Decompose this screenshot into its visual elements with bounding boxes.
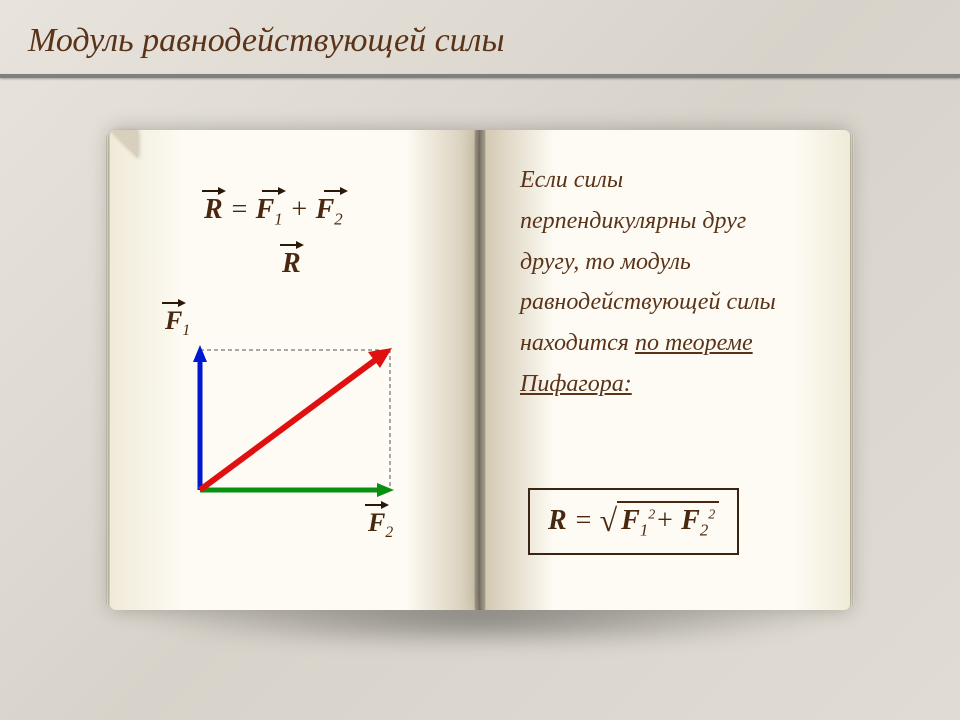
subscript: 1: [274, 210, 282, 229]
page-title: Модуль равнодействующей силы: [0, 0, 960, 60]
text-line: Если силы: [520, 160, 820, 201]
description-text: Если силы перпендикулярны друг другу, то…: [520, 160, 820, 405]
sqrt-icon: √: [600, 502, 618, 538]
page-edges: [850, 134, 854, 606]
subscript: 2: [334, 210, 342, 229]
title-underline: [0, 74, 960, 78]
vector-arrow-icon: [262, 190, 284, 192]
text-line: другу, то модуль: [520, 242, 820, 283]
text-line: равнодействующей силы: [520, 282, 820, 323]
vector-equation: R = F1 + F2: [204, 194, 343, 230]
arrowhead-F2: [377, 483, 394, 497]
book-left-page: R = F1 + F2 R: [110, 130, 480, 610]
vector-arrow-icon: [324, 190, 346, 192]
text-line: перпендикулярны друг: [520, 201, 820, 242]
underlined-text: Пифагора:: [520, 371, 632, 397]
underlined-text: по теореме: [635, 330, 753, 356]
label-F2: F2: [368, 508, 393, 542]
text-line: находится по теореме: [520, 323, 820, 364]
symbol-R-label: R: [282, 248, 301, 280]
open-book: R = F1 + F2 R: [110, 130, 850, 610]
diagram-svg: [190, 300, 430, 520]
sqrt-content: F12+ F22: [617, 501, 719, 541]
book-right-page: Если силы перпендикулярны друг другу, то…: [480, 130, 850, 610]
page-curl-icon: [110, 130, 138, 158]
symbol-F1: F: [256, 194, 275, 225]
text-line: Пифагора:: [520, 364, 820, 405]
book-container: R = F1 + F2 R: [110, 130, 850, 630]
vector-arrow-icon: [280, 244, 302, 246]
vector-arrow-icon: [365, 504, 387, 506]
symbol-R: R: [548, 505, 567, 536]
book-spine: [475, 130, 485, 610]
vector-arrow-icon: [202, 190, 224, 192]
equals: =: [567, 505, 600, 536]
symbol-R: R: [204, 194, 223, 225]
vector-diagram: [190, 300, 430, 500]
vector-R: [200, 355, 382, 490]
arrowhead-F1: [193, 345, 207, 362]
equals: =: [223, 194, 256, 225]
pythagoras-formula: R = √F12+ F22: [528, 488, 739, 555]
symbol-F2: F: [316, 194, 335, 225]
plus: +: [283, 194, 316, 225]
vector-arrow-icon: [162, 302, 184, 304]
label-F1: F1: [165, 306, 190, 340]
